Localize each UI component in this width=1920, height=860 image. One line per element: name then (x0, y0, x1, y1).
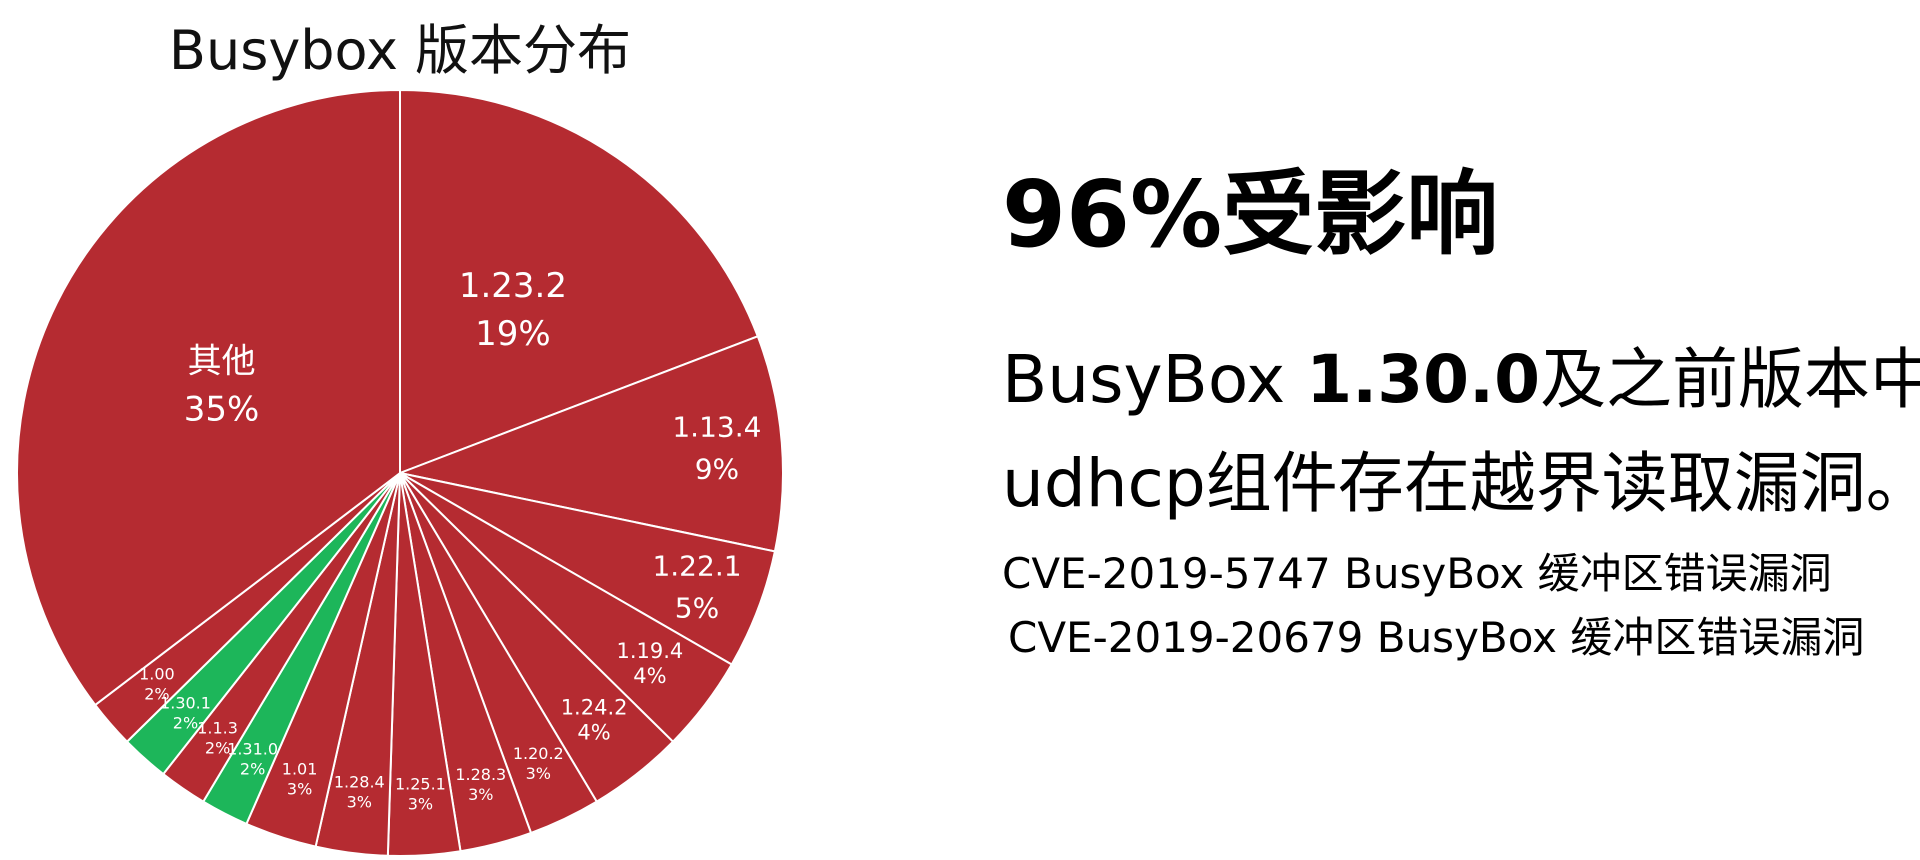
slice-label-group: 1.28.33% (455, 765, 506, 804)
slice-percent: 3% (526, 764, 551, 783)
slice-label: 1.23.2 (459, 266, 567, 306)
slice-label-group: 其他 35% (184, 342, 260, 430)
slice-percent: 2% (205, 739, 230, 758)
slice-percent: 3% (468, 785, 493, 804)
slice-label: 1.30.1 (160, 693, 211, 712)
cve-entry-2: CVE-2019-20679 BusyBox 缓冲区错误漏洞 (1008, 613, 1865, 662)
cve-entry-1: CVE-2019-5747 BusyBox 缓冲区错误漏洞 (1002, 549, 1832, 598)
description-line-1: BusyBox 1.30.0及之前版本中的 (1002, 328, 1920, 432)
slice-percent: 3% (287, 779, 312, 798)
slice-percent: 5% (675, 591, 719, 624)
slice-label: 1.01 (282, 759, 318, 778)
slice-percent: 2% (240, 760, 265, 779)
description-prefix: BusyBox (1002, 341, 1307, 418)
slice-label-group: 1.30.12% (160, 693, 211, 732)
slice-percent: 35% (184, 390, 260, 430)
impact-headline: 96%受影响 (1002, 161, 1499, 268)
slice-label-group: 1.19.44% (617, 639, 684, 688)
slice-label: 1.00 (139, 664, 175, 683)
slice-label: 其他 (188, 342, 256, 382)
slice-label-group: 1.1.32% (197, 719, 238, 758)
slice-label-group: 1.013% (282, 759, 318, 798)
slice-label: 1.20.2 (513, 744, 564, 763)
slice-percent: 2% (173, 713, 198, 732)
slice-percent: 9% (695, 453, 739, 486)
description-line-2: udhcp组件存在越界读取漏洞。 (1002, 445, 1920, 522)
slice-label: 1.1.3 (197, 719, 238, 738)
slice-label-group: 1.25.13% (395, 775, 446, 814)
chart-title: Busybox 版本分布 (168, 19, 632, 82)
pie-slice-- (16, 88, 401, 707)
slice-label-group: 1.22.1 5% (652, 549, 741, 624)
pie-chart: 1.23.219%1.13.49%1.22.15%1.19.44%1.24.24… (16, 88, 784, 857)
slice-label: 1.13.4 (672, 411, 761, 444)
slice-label-group: 1.13.4 9% (672, 411, 761, 486)
affected-version: 1.30.0 (1306, 341, 1541, 418)
slice-percent: 3% (347, 793, 372, 812)
slice-label: 1.28.4 (334, 773, 385, 792)
slice-label: 1.19.4 (617, 639, 684, 663)
slice-label-group: 1.002% (139, 664, 175, 703)
slice-percent: 2% (144, 684, 169, 703)
slice-label-group: 1.24.24% (561, 696, 628, 745)
slice-percent: 4% (633, 664, 666, 688)
slice-label-group: 1.28.43% (334, 773, 385, 812)
slice-label-group: 1.23.2 19% (459, 266, 567, 354)
slice-label: 1.22.1 (652, 549, 741, 582)
slice-label: 1.28.3 (455, 765, 506, 784)
slice-percent: 19% (475, 314, 551, 354)
slice-percent: 3% (408, 795, 433, 814)
slice-percent: 4% (577, 721, 610, 745)
slice-label: 1.31.0 (227, 740, 278, 759)
slice-label: 1.25.1 (395, 775, 446, 794)
vulnerability-description: BusyBox 1.30.0及之前版本中的 udhcp组件存在越界读取漏洞。 (1002, 328, 1920, 536)
pie-slice-1-23-2 (399, 88, 760, 475)
pie-slice-1-13-4 (396, 335, 784, 553)
slice-label-group: 1.20.23% (513, 744, 564, 783)
slice-label-group: 1.31.02% (227, 740, 278, 779)
slice-label: 1.24.2 (561, 696, 628, 720)
description-suffix: 及之前版本中的 (1540, 341, 1920, 418)
